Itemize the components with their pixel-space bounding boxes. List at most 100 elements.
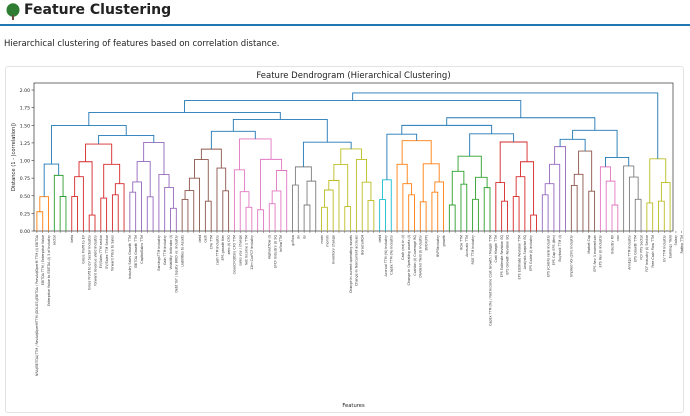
leaf-label: growth [442, 235, 446, 246]
dendrogram-link [88, 111, 281, 126]
dendrogram-link [541, 194, 549, 231]
dendrogram-link [50, 125, 127, 165]
dendrogram-link [276, 170, 288, 231]
dendrogram-link [396, 163, 408, 231]
dendrogram-link [472, 198, 479, 231]
dendrogram-link [39, 196, 49, 231]
dendrogram-link [515, 176, 526, 231]
dendrogram-link [448, 204, 456, 231]
leaf-label: EPS Growth Revision EQ [506, 235, 510, 275]
dendrogram-link [634, 198, 642, 231]
leaf-label: cash TTM industry [215, 235, 219, 265]
leaf-label: Analysts Surprise EQ [523, 235, 527, 270]
dendrogram-link [333, 163, 349, 207]
leaf-label: Enterprise Value to EBITDA (I) 3 of Indu… [47, 235, 51, 306]
leaf-label: EBITDA Growth TTM [134, 235, 138, 268]
dendrogram-link [340, 148, 362, 165]
dendrogram-link [188, 177, 201, 231]
dendrogram-link [245, 206, 253, 231]
dendrogram-link [573, 173, 584, 231]
leaf-label: sector [53, 234, 57, 245]
dendrogram-link [401, 124, 493, 135]
dendrogram-link [271, 190, 282, 231]
dendrogram-link [260, 158, 283, 210]
dendrogram-link [306, 180, 317, 231]
dendrogram-link [222, 190, 230, 231]
y-tick-label: 2.00 [20, 88, 30, 94]
dendrogram-chart: Feature Dendrogram (Hierarchical Cluster… [11, 71, 690, 409]
leaf-label: Cushion (I) Coverage RQ [413, 235, 417, 276]
y-axis-label: Distance (1 - |correlation|) [11, 123, 17, 191]
y-tick-label: 0.00 [20, 229, 30, 235]
dendrogram-link [599, 166, 611, 231]
leaf-label: EV/Sales TTM Sector [105, 234, 109, 268]
dendrogram-link [59, 196, 67, 231]
dendrogram-link [344, 206, 352, 231]
dendrogram-link [520, 161, 535, 216]
dendrogram-link [611, 204, 619, 231]
leaf-label: closeCFO(ttm) CFO TTM [233, 235, 237, 275]
leaf-label: Industry RV [610, 234, 614, 254]
leaf-label: CPA TTM [209, 235, 213, 249]
leaf-label: CapEx TTM (%) Industry [390, 235, 394, 275]
dendrogram-link [239, 138, 272, 170]
leaf-label: FCF PPS Sector [639, 234, 643, 260]
dendrogram-link [43, 163, 60, 197]
leaf-label: InflowTTM [279, 235, 283, 252]
dendrogram-link [210, 130, 256, 150]
dendrogram-link [475, 176, 488, 200]
dendrogram-link [382, 179, 392, 231]
dendrogram-link [71, 196, 79, 231]
leaf-label: EV/Sales TTM sector [99, 234, 103, 268]
leaf-label: forward revenue yield industry [93, 235, 97, 286]
leaf-label: Market Cap [587, 235, 591, 254]
leaf-label: EPS (CAGR) rank industry [546, 235, 550, 277]
leaf-label: EarningsTTM Industry [157, 235, 161, 271]
leaf-label: ROE TTM Industry [471, 235, 475, 264]
dendrogram-link [623, 165, 635, 231]
leaf-label: mom [320, 235, 324, 243]
leaf-label: forward Price to Sales [111, 235, 115, 271]
leaf-label: EPS Cap EPS (ttm) [552, 235, 556, 265]
leaf-label: Net Income 1 TTM [244, 235, 248, 265]
leaf-label: EBITDA TTM / Enterprise Value [41, 235, 45, 285]
dendrogram-link [469, 133, 515, 157]
dendrogram-link [36, 211, 44, 231]
dendrogram-link [549, 163, 561, 231]
leaf-label: EPS Growth TTM [634, 235, 638, 262]
leaf-label: Debt YoY / Equity BRID vs. industry [175, 235, 179, 293]
leaf-label: NRA(EBITDA)TTM / RevAdjOperMTTM (DDLGS)|… [35, 234, 39, 376]
leaf-label: Volatility Indicator (I) [169, 235, 173, 269]
dendrogram-link [232, 119, 328, 143]
leaf-label: FCF Industry (I) Sector [645, 234, 649, 272]
dendrogram-link [446, 117, 596, 131]
dendrogram-link [646, 202, 654, 231]
page-header: Feature Clustering [0, 0, 690, 32]
dendrogram-link [401, 140, 432, 165]
y-tick-label: 1.50 [20, 123, 30, 129]
dendrogram-link [88, 214, 96, 231]
dendrogram-link [419, 201, 427, 231]
dendrogram-link [352, 92, 659, 159]
dendrogram-link [660, 182, 671, 231]
dendrogram-link [588, 190, 596, 231]
leaf-label: beta [70, 235, 74, 242]
leaf-label: Liabilities to Assets [180, 235, 184, 267]
leaf-label: Change in current operating assets [349, 235, 353, 293]
leaf-label: BVPSindustry [436, 235, 440, 257]
dendrogram-link [460, 183, 468, 231]
dendrogram-link [544, 183, 555, 231]
y-tick-label: 1.25 [20, 141, 30, 147]
dendrogram-link [379, 199, 386, 231]
dendrogram-link [328, 180, 340, 231]
leaf-label: Rating TTM [680, 235, 683, 254]
dendrogram-link [628, 176, 639, 231]
leaf-label: Earnings Yield [668, 235, 672, 258]
dendrogram-link [85, 143, 113, 165]
dendrogram-link [257, 209, 264, 231]
dendrogram-link [501, 200, 508, 231]
dendrogram-link [559, 138, 586, 152]
leaf-label: Change in Operating assets (I) [407, 235, 411, 285]
leaf-label: EPS Estimate Revision EQ [500, 235, 504, 278]
leaf-label: Gross Profit to EV Sector Industry [87, 235, 91, 290]
